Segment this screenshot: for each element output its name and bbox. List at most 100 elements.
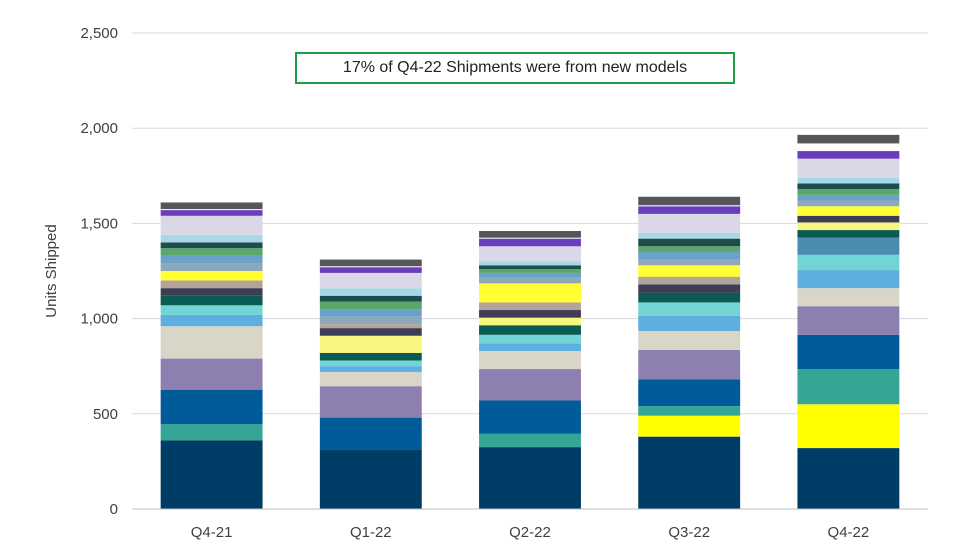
bar-segment (479, 433, 581, 448)
stacked-bars (160, 134, 900, 509)
bar-segment (319, 272, 422, 289)
bar-segment (160, 305, 263, 315)
x-tick-label: Q1-22 (350, 524, 392, 541)
bar-segment (797, 230, 900, 238)
bar-segment (479, 369, 581, 401)
bar-segment (319, 366, 422, 372)
bar-segment (160, 440, 263, 509)
bar-segment (319, 266, 422, 268)
bar-segment (160, 288, 263, 296)
bar-segment (160, 209, 263, 211)
bar-segment (797, 222, 900, 231)
y-tick-label: 500 (93, 406, 118, 423)
bar-segment (479, 447, 581, 509)
bar-segment (319, 417, 422, 450)
bar-segment (479, 317, 581, 326)
bar-segment (797, 177, 900, 184)
bar-segment (319, 386, 422, 418)
bar-segment (479, 325, 581, 335)
bar-segment (638, 436, 741, 509)
bar-segment (160, 358, 263, 390)
bar-segment (160, 390, 263, 425)
bar-segment (797, 270, 900, 289)
bar-segment (638, 350, 741, 380)
bar-segment (797, 158, 900, 178)
bar-segment (479, 246, 581, 262)
bar-segment (479, 302, 581, 311)
bar-segment (638, 205, 741, 207)
y-tick-label: 1,000 (80, 311, 118, 328)
bar-segment (479, 231, 581, 238)
annotation-box: 17% of Q4-22 Shipments were from new mod… (295, 52, 735, 84)
bar-segment (319, 288, 422, 296)
bar-segment (797, 254, 900, 271)
bar-segment (479, 400, 581, 434)
bar-segment (479, 334, 581, 344)
x-tick-label: Q4-21 (191, 524, 233, 541)
bar-segment (638, 232, 741, 239)
bar-segment (319, 449, 422, 509)
bar-segment (797, 448, 900, 509)
bar-segment (479, 269, 581, 273)
bar-segment (319, 360, 422, 367)
bar-segment (638, 238, 741, 247)
y-axis-title: Units Shipped (43, 224, 60, 317)
bar-segment (160, 234, 263, 243)
bar-segment (797, 200, 900, 207)
bar-segment (638, 292, 741, 303)
x-tick-label: Q4-22 (828, 524, 870, 541)
bar-segment (638, 330, 741, 351)
bar-segment (479, 283, 581, 303)
bar-segment (797, 134, 900, 144)
bar-segment (797, 183, 900, 190)
bar-segment (160, 210, 263, 216)
bar-segment (797, 334, 900, 370)
bar-segment (160, 326, 263, 359)
bar-segment (638, 259, 741, 266)
bar-segment (160, 314, 263, 327)
bar-segment (638, 302, 741, 316)
bar-segment (319, 316, 422, 325)
bar-segment (797, 143, 900, 152)
bar-segment (160, 424, 263, 441)
bar-segment (160, 295, 263, 306)
bar-segment (638, 246, 741, 252)
bar-segment (160, 242, 263, 249)
bar-segment (797, 288, 900, 307)
bar-segment (479, 272, 581, 278)
bar-segment (479, 310, 581, 318)
bar-segment (797, 194, 900, 201)
bar-segment (479, 343, 581, 351)
bar-segment (638, 213, 741, 233)
y-axis-tick-labels: 0 500 1,000 1,500 2,000 2,500 (80, 25, 118, 518)
bar-segment (638, 379, 741, 407)
bar-segment (479, 237, 581, 239)
x-tick-label: Q2-22 (509, 524, 551, 541)
bar-segment (319, 328, 422, 336)
grid-lines (132, 32, 928, 415)
bar-segment (479, 350, 581, 370)
bar-segment (319, 352, 422, 361)
bar-segment (638, 406, 741, 416)
bar-segment (797, 206, 900, 216)
bar-segment (479, 277, 581, 284)
bar-segment (160, 215, 263, 235)
y-tick-label: 1,500 (80, 215, 118, 232)
bar-segment (160, 248, 263, 256)
bar-segment (797, 404, 900, 449)
x-axis-tick-labels: Q4-21 Q1-22 Q2-22 Q3-22 Q4-22 (191, 524, 870, 541)
bar-segment (479, 265, 581, 270)
y-tick-label: 0 (110, 501, 118, 518)
bar-segment (319, 371, 422, 387)
bar-segment (319, 295, 422, 302)
bar-segment (638, 276, 741, 285)
bar-segment (319, 259, 422, 267)
bar-segment (638, 315, 741, 331)
bar-segment (319, 335, 422, 353)
bar-segment (797, 189, 900, 195)
bar-segment (160, 271, 263, 281)
bar-segment (797, 369, 900, 405)
bar-segment (638, 206, 741, 214)
bar-segment (638, 265, 741, 277)
